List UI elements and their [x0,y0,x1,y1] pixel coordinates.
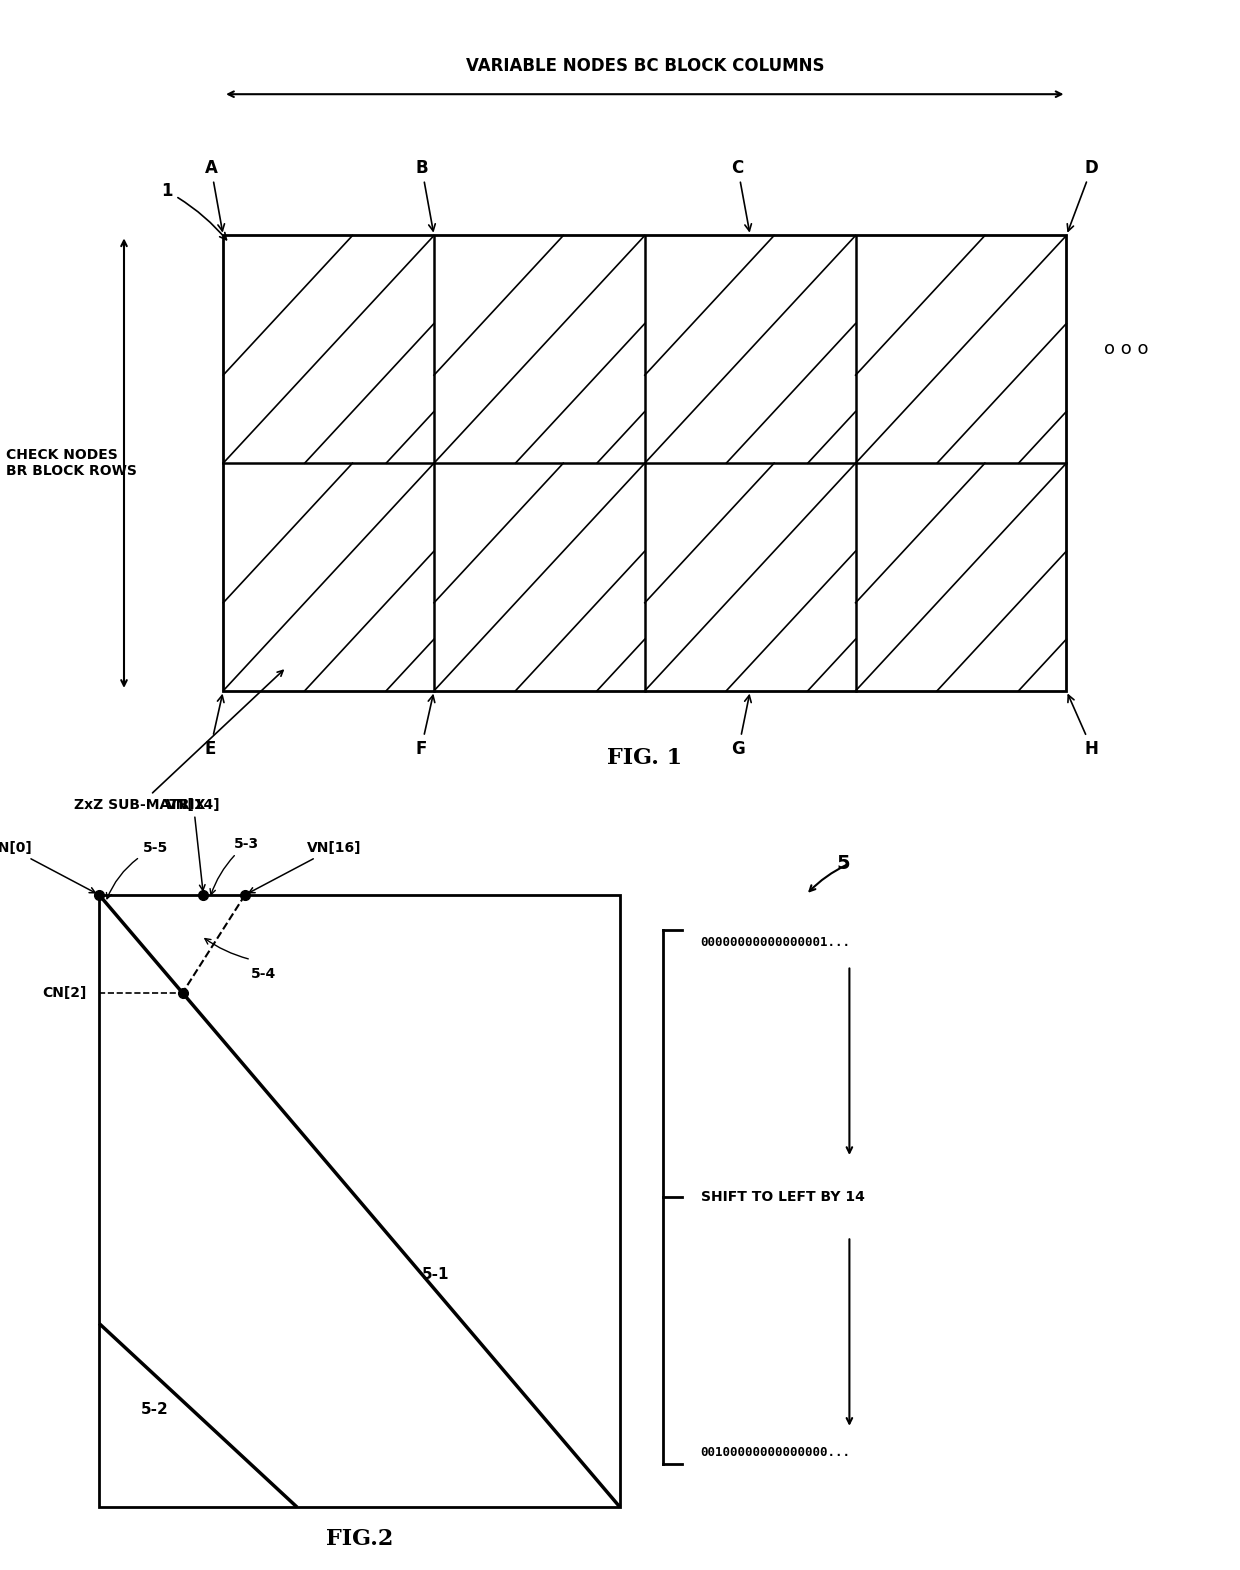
Text: o o o: o o o [1104,341,1148,358]
Text: VARIABLE NODES BC BLOCK COLUMNS: VARIABLE NODES BC BLOCK COLUMNS [465,57,825,74]
Text: FIG.2: FIG.2 [326,1528,393,1551]
Text: CHECK NODES
BR BLOCK ROWS: CHECK NODES BR BLOCK ROWS [6,447,138,479]
Text: 00000000000000001...: 00000000000000001... [701,936,851,948]
Text: CN[2]: CN[2] [42,986,87,1000]
Bar [223,236,1066,691]
Text: E: E [205,696,224,758]
Text: SHIFT TO LEFT BY 14: SHIFT TO LEFT BY 14 [701,1190,864,1204]
Text: G: G [732,696,751,758]
Text: 5-5: 5-5 [107,840,167,898]
Text: VN[14]: VN[14] [166,798,221,890]
Bar [99,895,620,1507]
Text: 5-2: 5-2 [141,1402,169,1416]
Text: 00100000000000000...: 00100000000000000... [701,1446,851,1459]
Text: 1: 1 [161,182,227,240]
Text: VN[16]: VN[16] [249,840,362,893]
Text: 5-3: 5-3 [210,837,259,895]
Text: FIG. 1: FIG. 1 [608,747,682,769]
Text: B: B [415,159,435,231]
Text: ZxZ SUB-MATRIX: ZxZ SUB-MATRIX [74,670,283,812]
Text: VN[0]: VN[0] [0,840,95,893]
Text: 5-1: 5-1 [422,1267,450,1283]
Text: A: A [205,159,224,231]
Text: F: F [415,696,435,758]
Text: H: H [1068,696,1099,758]
Text: 5-4: 5-4 [250,967,277,981]
Text: 5: 5 [837,854,849,873]
Text: C: C [732,159,751,231]
Text: D: D [1068,159,1099,231]
